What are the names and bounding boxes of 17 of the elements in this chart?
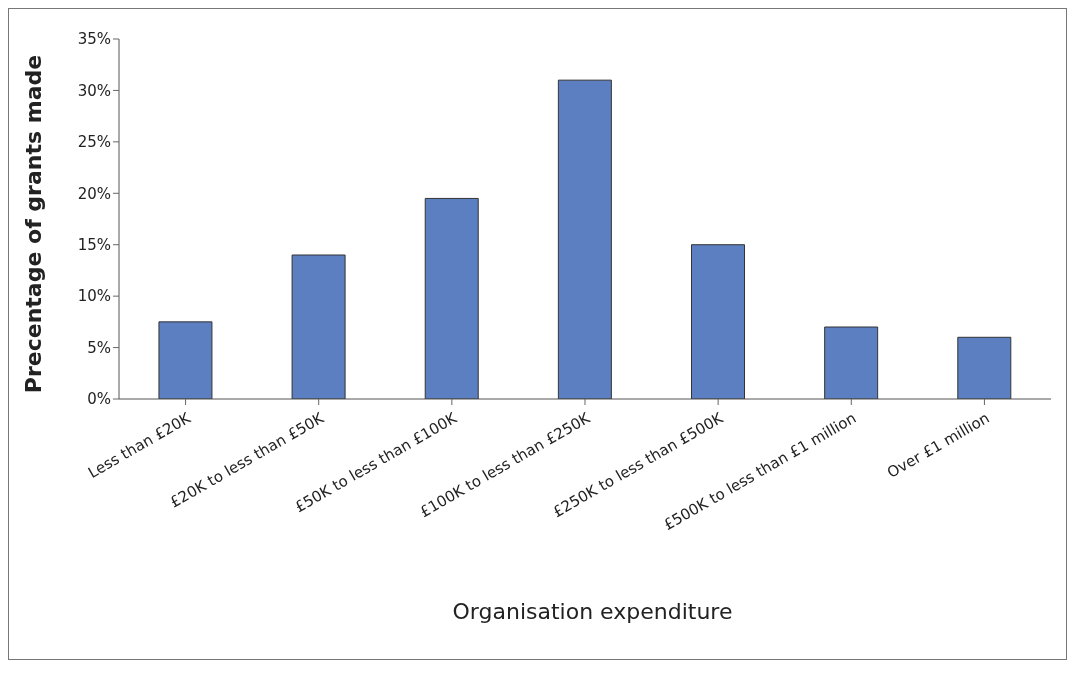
x-axis-title: Organisation expenditure — [451, 599, 734, 624]
y-axis-title: Precentage of grants made — [20, 54, 46, 394]
bar — [824, 326, 879, 399]
y-tick-label: 30% — [77, 81, 111, 100]
y-tick-label: 0% — [87, 390, 111, 409]
y-tick-label: 10% — [77, 287, 111, 306]
y-tick-label: 15% — [77, 236, 111, 255]
y-tick-label: 25% — [77, 133, 111, 152]
bar — [957, 336, 1012, 399]
bar — [291, 254, 346, 399]
bar — [158, 321, 213, 399]
y-tick-label: 20% — [77, 184, 111, 203]
bar — [557, 79, 612, 399]
y-tick-label: 5% — [87, 338, 111, 357]
bar — [424, 197, 479, 399]
bar — [691, 244, 746, 399]
y-tick-label: 35% — [77, 30, 111, 49]
